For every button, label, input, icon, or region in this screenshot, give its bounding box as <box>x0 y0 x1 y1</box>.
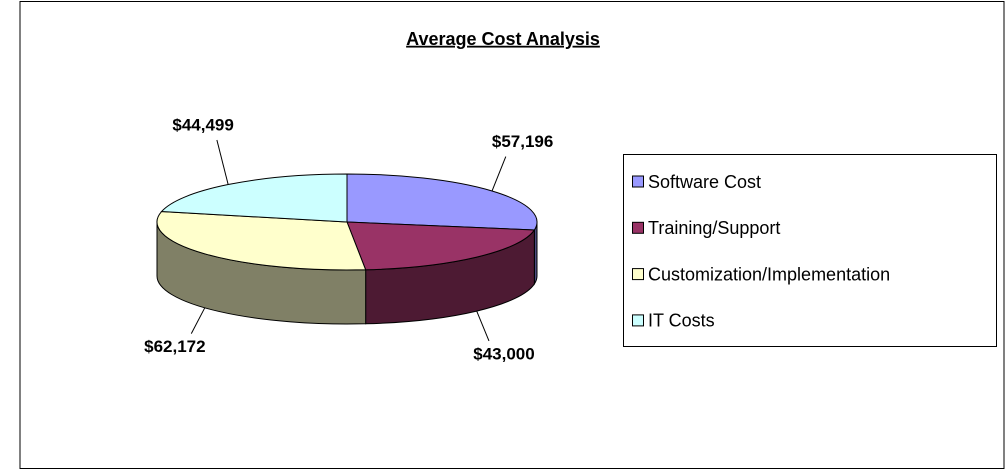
legend-box <box>623 154 997 347</box>
legend-swatch <box>632 314 644 327</box>
legend-swatch <box>632 175 644 188</box>
leader-line <box>190 307 206 334</box>
data-label: $62,172 <box>144 337 205 356</box>
slice <box>156 211 367 271</box>
data-label: $44,499 <box>172 116 233 135</box>
legend-label: Software Cost <box>648 172 761 192</box>
leader-line <box>491 156 507 192</box>
legend-swatch <box>632 221 644 234</box>
legend-label: Customization/Implementation <box>648 264 890 284</box>
leader-line <box>476 310 490 342</box>
slice <box>346 173 538 231</box>
legend-label: Training/Support <box>648 218 780 238</box>
slice <box>160 173 348 223</box>
legend-label: IT Costs <box>648 311 715 331</box>
slice <box>346 221 536 271</box>
legend-swatch <box>632 268 644 281</box>
data-label: $43,000 <box>473 344 534 363</box>
data-label: $57,196 <box>492 132 553 151</box>
chart-title: Average Cost Analysis <box>406 29 600 49</box>
leader-line <box>216 139 229 185</box>
